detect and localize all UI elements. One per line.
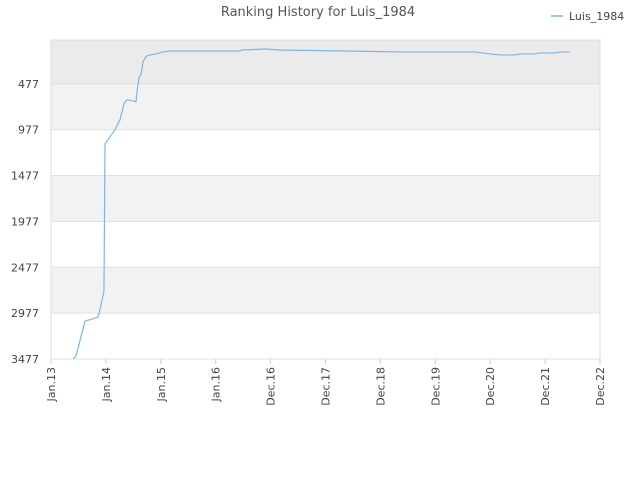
x-tick-label: Dec.18	[374, 367, 387, 406]
y-tick-label: 2477	[11, 261, 39, 274]
x-tick-label: Dec.20	[484, 367, 497, 406]
x-tick-label: Dec.19	[429, 367, 442, 406]
data-line	[72, 48, 570, 360]
y-tick-label: 977	[18, 124, 39, 137]
x-tick-label: Dec.16	[265, 367, 278, 406]
y-tick-label: 1977	[11, 215, 39, 228]
y-tick-label: 2977	[11, 307, 39, 320]
y-tick-label: 477	[18, 78, 39, 91]
x-tick-label: Jan.15	[155, 367, 168, 402]
chart-title: Ranking History for Luis_1984	[221, 5, 415, 20]
x-tick-label: Dec.22	[594, 367, 607, 406]
plot-band	[51, 175, 600, 222]
legend-label: Luis_1984	[569, 10, 624, 23]
plot-band	[51, 129, 600, 176]
y-tick-label: 1477	[11, 170, 39, 183]
x-tick-label: Dec.17	[320, 367, 333, 406]
x-tick-label: Dec.21	[539, 367, 552, 406]
plot-band	[51, 83, 600, 130]
plot-band	[51, 313, 600, 359]
x-tick-label: Jan.16	[210, 367, 223, 402]
plot-band	[51, 267, 600, 314]
x-tick-label: Jan.14	[100, 367, 113, 402]
x-tick-label: Jan.13	[45, 367, 58, 402]
y-tick-label: 3477	[11, 353, 39, 366]
plot-band	[51, 221, 600, 268]
plot-band	[51, 40, 600, 84]
